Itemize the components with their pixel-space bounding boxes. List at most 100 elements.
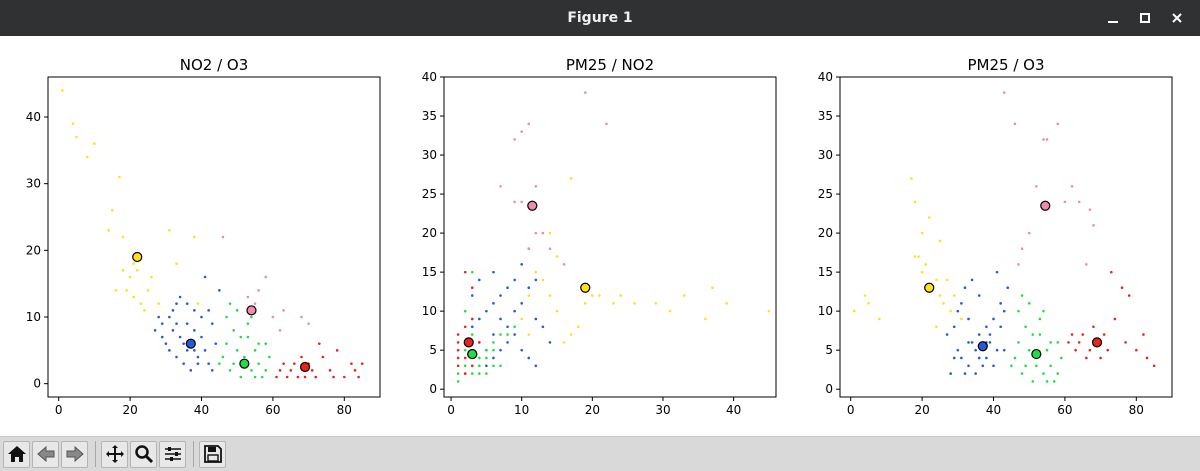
data-point xyxy=(218,362,221,365)
zoom-button[interactable] xyxy=(130,440,157,468)
configure-button[interactable] xyxy=(159,440,186,468)
data-point xyxy=(633,302,637,305)
data-point xyxy=(1124,341,1127,344)
series-pink xyxy=(1002,91,1095,266)
data-point xyxy=(114,289,118,292)
data-point xyxy=(463,270,467,274)
data-point xyxy=(520,263,524,266)
data-point xyxy=(257,289,260,292)
y-tick-label: 30 xyxy=(818,148,833,162)
data-point xyxy=(960,356,963,360)
data-point xyxy=(75,135,78,139)
data-point xyxy=(314,375,318,379)
data-point xyxy=(175,355,178,359)
data-point xyxy=(1052,380,1056,383)
figure-canvas[interactable]: NO2 / O3 0 20 40 60 80 0 10 20 30 40 PM25 / NO2 0 10 2… xyxy=(0,36,1200,436)
data-point xyxy=(160,335,164,339)
data-point xyxy=(1085,356,1088,360)
data-point xyxy=(952,325,956,329)
data-point xyxy=(171,329,175,332)
data-point xyxy=(175,302,178,305)
data-point xyxy=(1027,348,1031,352)
window-titlebar: Figure 1 xyxy=(0,0,1200,36)
data-point xyxy=(963,286,967,290)
data-point xyxy=(478,356,481,360)
data-point xyxy=(1010,364,1013,368)
data-point xyxy=(463,356,467,360)
data-point xyxy=(967,341,970,344)
series-yellow xyxy=(520,177,771,344)
data-point xyxy=(605,122,608,126)
data-point xyxy=(275,375,278,379)
data-point xyxy=(328,369,332,372)
minimize-icon xyxy=(1108,21,1118,23)
data-point xyxy=(863,294,867,297)
centroid-marker xyxy=(246,305,257,316)
data-point xyxy=(121,235,125,239)
data-point xyxy=(513,200,516,204)
y-tick-label: 20 xyxy=(422,226,437,240)
data-point xyxy=(527,356,531,360)
home-button[interactable] xyxy=(3,440,30,468)
data-point xyxy=(492,364,495,368)
subplot-1[interactable]: NO2 / O3 0 20 40 60 80 0 10 20 30 40 xyxy=(26,56,381,417)
data-point xyxy=(956,348,960,352)
centroid-marker xyxy=(467,348,478,360)
data-point xyxy=(1081,333,1085,336)
subplot-2[interactable]: PM25 / NO2 0 10 20 30 40 0 5 10 15 20 25 30 35 40 xyxy=(422,56,777,417)
data-point xyxy=(253,375,257,379)
data-point xyxy=(1127,294,1131,297)
y-tick-label: 30 xyxy=(422,148,437,162)
close-button[interactable] xyxy=(1168,9,1186,27)
data-point xyxy=(520,348,524,352)
data-point xyxy=(920,231,924,235)
data-point xyxy=(228,302,232,305)
data-point xyxy=(1088,208,1092,211)
data-point xyxy=(576,325,580,329)
data-point xyxy=(583,91,587,94)
data-point xyxy=(548,341,552,344)
data-point xyxy=(143,309,146,312)
x-tick-label: 20 xyxy=(122,403,137,417)
series-red xyxy=(1067,270,1156,368)
data-point xyxy=(478,341,481,344)
data-point xyxy=(927,216,931,219)
data-point xyxy=(1060,356,1063,360)
x-tick-label: 0 xyxy=(847,403,855,417)
y-tick-label: 0 xyxy=(33,377,41,391)
save-icon xyxy=(203,445,222,463)
data-point xyxy=(960,302,963,305)
data-point xyxy=(619,294,622,297)
data-point xyxy=(478,372,481,375)
y-tick-label: 35 xyxy=(818,109,833,123)
data-point xyxy=(128,275,132,279)
maximize-button[interactable] xyxy=(1136,9,1154,27)
data-point xyxy=(938,239,942,243)
data-point xyxy=(910,177,913,180)
subplot-3[interactable]: PM25 / O3 0 20 40 60 80 0 5 10 15 20 25 30 35 40 xyxy=(818,56,1173,417)
data-point xyxy=(285,375,289,379)
data-point xyxy=(246,295,250,299)
data-point xyxy=(193,235,196,239)
data-point xyxy=(1074,348,1077,352)
pan-button[interactable] xyxy=(101,440,128,468)
data-point xyxy=(85,155,89,159)
save-button[interactable] xyxy=(199,440,226,468)
data-point xyxy=(110,209,114,212)
forward-button[interactable] xyxy=(61,440,88,468)
y-tick-label: 0 xyxy=(429,382,437,396)
data-point xyxy=(1088,348,1092,352)
data-point xyxy=(920,270,924,274)
data-point xyxy=(139,302,143,305)
data-point xyxy=(456,348,460,352)
data-point xyxy=(867,302,870,305)
series-blue xyxy=(945,270,1010,375)
data-point xyxy=(534,231,538,235)
data-point xyxy=(541,231,545,235)
minimize-button[interactable] xyxy=(1104,9,1122,27)
back-button[interactable] xyxy=(32,440,59,468)
data-point xyxy=(1017,309,1020,313)
data-point xyxy=(207,309,210,312)
y-tick-label: 40 xyxy=(26,110,41,124)
y-tick-label: 20 xyxy=(818,226,833,240)
